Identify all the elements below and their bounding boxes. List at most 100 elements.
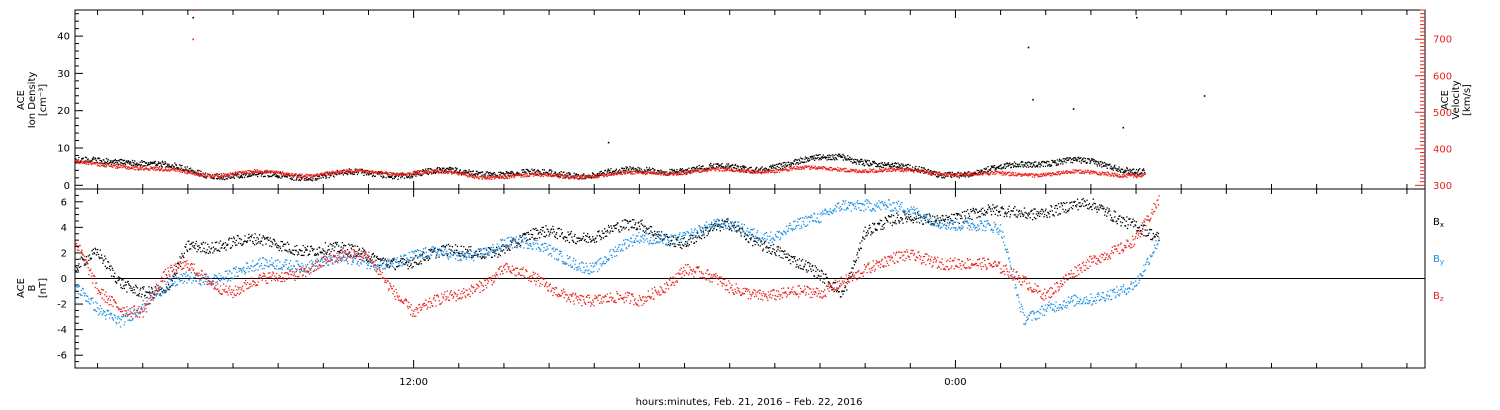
ion-density-series-point — [298, 178, 301, 180]
velocity-series-point — [731, 170, 733, 172]
ion-density-series-point — [838, 153, 841, 155]
velocity-series-point — [711, 167, 713, 170]
bx-series-point — [450, 249, 452, 251]
ion-density-series-point — [604, 169, 607, 171]
velocity-series-point — [282, 174, 284, 176]
ion-density-series-point — [324, 175, 327, 177]
ion-density-series-point — [1044, 165, 1047, 167]
bx-series-point — [128, 284, 130, 286]
ion-density-series-point — [624, 169, 627, 171]
velocity-series-point — [312, 175, 315, 177]
bx-series-point — [130, 285, 132, 287]
velocity-series-point — [1092, 171, 1094, 173]
ion-density-series-point — [901, 165, 904, 167]
ion-density-series-point — [820, 157, 822, 159]
ion-density-series-point — [225, 178, 227, 180]
bx-series-point — [511, 239, 514, 241]
ion-density-series-point — [219, 178, 221, 180]
ion-density-series-point — [813, 155, 815, 157]
bx-series-point — [252, 240, 254, 243]
velocity-series-point — [394, 172, 396, 175]
velocity-series-point — [595, 174, 597, 176]
velocity-series-point — [433, 172, 435, 174]
bx-series-point — [340, 246, 342, 248]
velocity-series-point — [200, 175, 202, 177]
ion-density-series-point — [556, 175, 558, 177]
bx-series-point — [413, 258, 415, 260]
velocity-series-point — [773, 170, 776, 172]
bx-series-point — [344, 245, 347, 247]
ion-density-series-point — [1044, 162, 1046, 164]
ion-density-series-point — [608, 171, 610, 173]
bx-series-point — [363, 249, 365, 251]
ion-density-series-point — [709, 165, 711, 167]
velocity-series-point — [1115, 175, 1118, 177]
ion-density-series-point — [1031, 166, 1033, 168]
velocity-series-point — [1002, 170, 1004, 173]
velocity-series-point — [1018, 172, 1020, 174]
ion-density-series-point — [1097, 161, 1099, 163]
ion-density-series-point — [440, 169, 442, 171]
bx-series-point — [230, 247, 232, 249]
bx-series-point — [133, 289, 136, 291]
ion-density-series-point — [1072, 157, 1074, 160]
ion-density-series-point — [363, 172, 366, 174]
velocity-series-point — [208, 173, 211, 176]
ion-density-series-point — [349, 172, 351, 174]
velocity-series-point — [222, 176, 224, 178]
ion-density-series-point — [1125, 171, 1127, 173]
ion-density-series-point — [568, 174, 570, 176]
ion-density-series-point — [1022, 161, 1024, 163]
velocity-series-point — [1061, 172, 1063, 174]
bx-series-point — [493, 251, 495, 253]
velocity-series-point — [483, 176, 485, 178]
velocity-series-point — [668, 173, 671, 175]
bx-series-point — [286, 241, 289, 244]
ion-density-series-point — [801, 157, 803, 160]
velocity-series-point — [311, 174, 313, 176]
velocity-series-point — [867, 171, 869, 174]
bx-series-point — [541, 226, 543, 229]
velocity-series-point — [958, 174, 960, 177]
velocity-series-point — [723, 167, 725, 170]
ion-density-series-point — [771, 165, 774, 167]
ion-density-series-point — [533, 169, 536, 171]
bx-series-point — [417, 257, 419, 259]
bx-series-point — [273, 239, 275, 241]
ion-density-series-point — [227, 176, 230, 178]
velocity-series-point — [283, 172, 285, 174]
ion-density-series-point — [626, 168, 628, 170]
ion-density-series-point — [1011, 163, 1013, 166]
bx-series-point — [141, 293, 143, 295]
ion-density-series-point — [511, 170, 513, 173]
velocity-series-point — [915, 169, 917, 171]
velocity-series-point — [939, 172, 941, 174]
velocity-series-point — [421, 173, 424, 175]
velocity-series-point — [445, 169, 447, 172]
velocity-series-point — [105, 166, 107, 168]
ion-density-series-point — [1124, 169, 1126, 171]
velocity-series-point — [893, 167, 895, 170]
velocity-series-point — [749, 170, 751, 172]
bx-series-point — [256, 236, 258, 239]
velocity-series-point — [681, 171, 684, 173]
ion-density-series-point — [293, 179, 295, 181]
ion-density-series-point — [140, 164, 142, 166]
bx-series-point — [212, 252, 214, 254]
ion-density-series-point — [1008, 164, 1010, 166]
ion-density-series-point — [954, 173, 956, 175]
bx-series-point — [271, 241, 273, 243]
velocity-series-point — [526, 175, 529, 177]
velocity-series-point — [338, 171, 341, 173]
velocity-series-point — [486, 176, 489, 179]
ion-density-series-point — [508, 172, 510, 175]
velocity-series-point — [833, 168, 835, 170]
velocity-series-point — [323, 172, 325, 175]
ion-density-series-point — [161, 165, 163, 168]
velocity-series-point — [878, 170, 880, 172]
velocity-series-point — [140, 168, 142, 171]
bx-series-point — [503, 245, 505, 248]
ion-density-series-point — [953, 173, 956, 175]
ion-density-series-point — [1074, 159, 1076, 161]
velocity-series-point — [836, 170, 839, 172]
